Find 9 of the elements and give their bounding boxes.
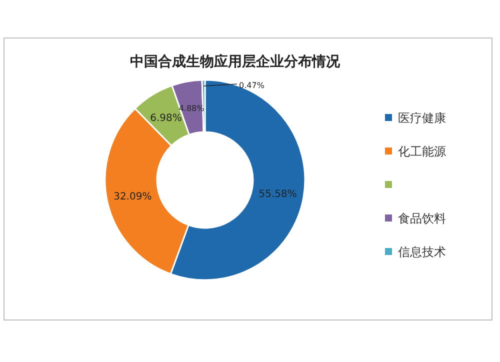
data-label: 0.47%: [239, 81, 265, 90]
legend-label: 化工能源: [398, 144, 446, 158]
data-label: 6.98%: [150, 113, 182, 124]
legend-label: 医疗健康: [398, 111, 446, 125]
legend-label: 食品饮料: [398, 212, 446, 226]
chart-title: 中国合成生物应用层企业分布情况: [130, 53, 341, 70]
data-label: 55.58%: [258, 188, 297, 200]
legend-label: 信息技术: [398, 245, 446, 259]
data-label: 32.09%: [114, 192, 152, 203]
